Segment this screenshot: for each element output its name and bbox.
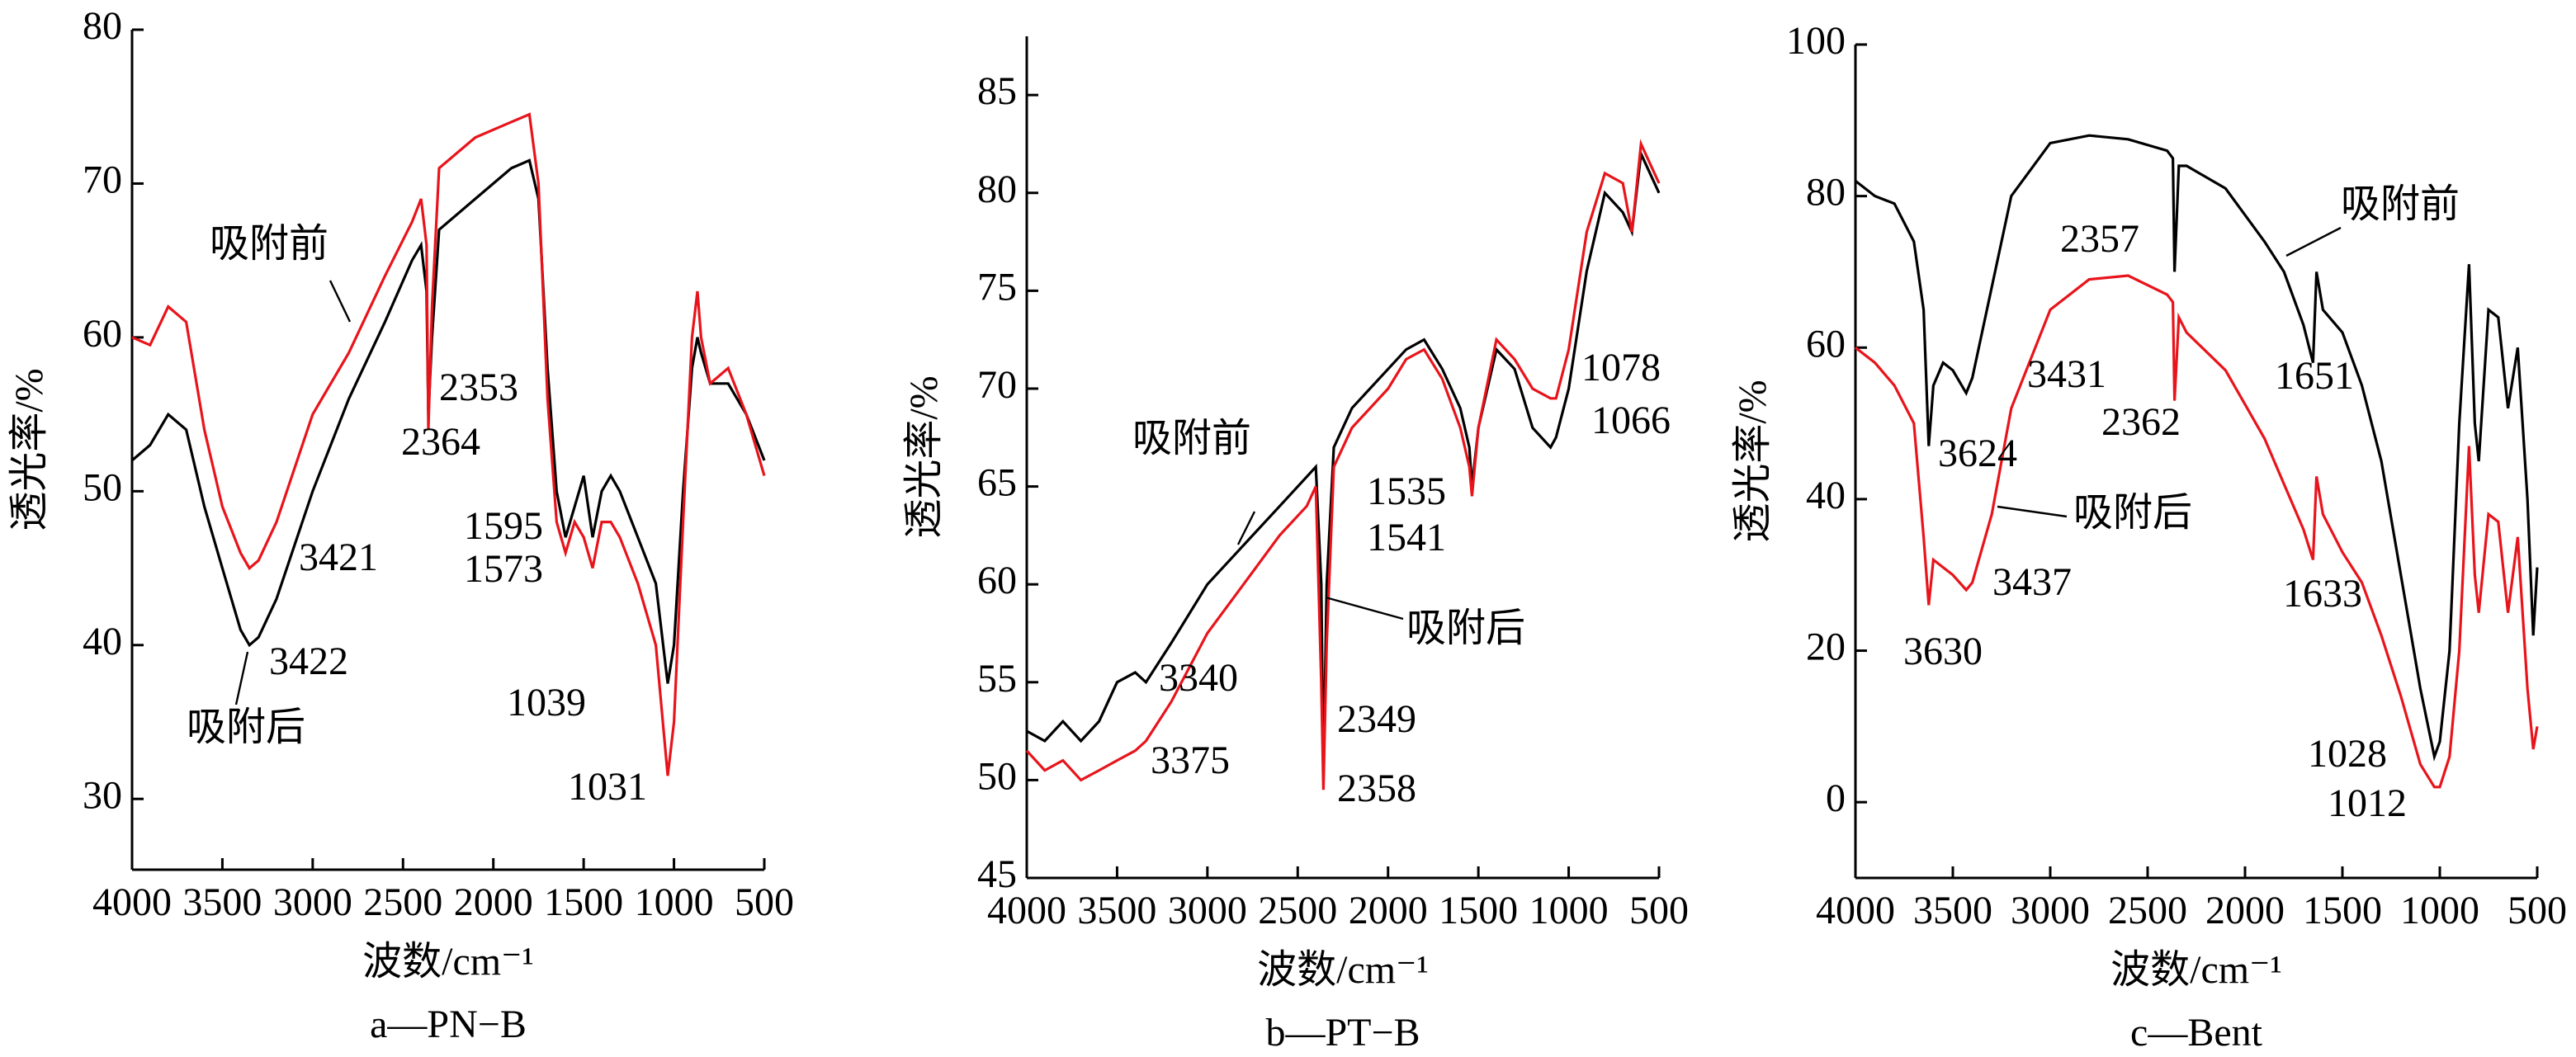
- peak-label: 3375: [1151, 738, 1230, 782]
- y-tick-label: 60: [1806, 322, 1846, 366]
- x-tick-label: 1500: [544, 880, 623, 924]
- x-tick-label: 1000: [1529, 889, 1609, 932]
- x-tick-label: 3500: [1077, 889, 1156, 932]
- series-label: 吸附后: [2073, 491, 2192, 535]
- x-tick-label: 3500: [1913, 889, 1992, 932]
- peak-label: 1573: [464, 547, 543, 591]
- series-label: 吸附后: [1406, 606, 1525, 650]
- peak-label: 2358: [1337, 767, 1416, 810]
- peak-label: 1066: [1591, 399, 1671, 442]
- series-label: 吸附前: [2341, 182, 2460, 226]
- x-tick-label: 2500: [363, 880, 442, 924]
- leader-line: [1997, 505, 2068, 518]
- peak-label: 3340: [1159, 656, 1238, 700]
- y-tick-label: 80: [977, 168, 1017, 211]
- x-tick-label: 4000: [1816, 889, 1895, 932]
- peak-label: 1535: [1367, 470, 1446, 513]
- peak-label: 3421: [299, 536, 378, 579]
- x-tick-label: 2000: [1349, 889, 1428, 932]
- x-tick-label: 3500: [182, 880, 262, 924]
- caption: c—Bent: [2130, 1011, 2263, 1055]
- peak-label: 3630: [1903, 630, 1983, 673]
- peak-label: 1595: [464, 504, 543, 548]
- x-tick-label: 3000: [273, 880, 352, 924]
- spectrum-line: [1855, 134, 2539, 762]
- spectrum-line: [1026, 149, 1661, 781]
- y-axis-title: 透光率/%: [7, 368, 51, 531]
- spectrum-line: [1855, 274, 2539, 789]
- spectrum-line: [1025, 139, 1661, 790]
- peak-label: 3431: [2027, 352, 2106, 396]
- series-label: 吸附前: [1132, 417, 1251, 460]
- leader-line: [328, 280, 352, 323]
- y-tick-label: 60: [83, 312, 122, 356]
- series-label: 吸附后: [187, 705, 305, 749]
- x-tick-label: 4000: [987, 889, 1066, 932]
- x-axis-title: 波数/cm⁻¹: [2110, 948, 2282, 992]
- x-tick-label: 1500: [2303, 889, 2382, 932]
- leader-line: [2285, 226, 2342, 257]
- x-tick-label: 1000: [2400, 889, 2479, 932]
- x-tick-label: 2500: [1258, 889, 1337, 932]
- peak-label: 1651: [2275, 354, 2354, 398]
- caption: b—PT−B: [1265, 1011, 1420, 1055]
- y-tick-label: 80: [83, 4, 122, 48]
- x-tick-label: 500: [735, 880, 794, 924]
- peak-label: 1039: [507, 681, 586, 724]
- y-axis-title: 透光率/%: [902, 375, 946, 538]
- peak-label: 2349: [1337, 697, 1416, 741]
- peak-label: 1028: [2308, 732, 2387, 776]
- peak-label: 3437: [1992, 560, 2072, 604]
- y-tick-label: 70: [83, 158, 122, 201]
- peak-label: 1541: [1367, 516, 1446, 559]
- peak-label: 1031: [568, 765, 647, 809]
- y-axis-title: 透光率/%: [1731, 380, 1775, 542]
- peak-label: 2362: [2101, 400, 2181, 444]
- peak-label: 3624: [1938, 432, 2017, 475]
- x-axis-title: 波数/cm⁻¹: [362, 940, 534, 984]
- peak-label: 3422: [269, 639, 348, 683]
- peak-label: 1633: [2283, 572, 2362, 616]
- x-tick-label: 1500: [1439, 889, 1518, 932]
- peak-label: 2364: [401, 420, 480, 464]
- y-tick-label: 65: [977, 461, 1017, 505]
- peak-label: 2353: [439, 366, 518, 409]
- y-tick-label: 55: [977, 657, 1017, 701]
- leader-line: [1236, 511, 1256, 545]
- y-tick-label: 80: [1806, 171, 1846, 215]
- y-tick-label: 50: [83, 465, 122, 509]
- peak-label: 2357: [2060, 217, 2139, 261]
- y-tick-label: 40: [1806, 474, 1846, 517]
- x-tick-label: 3000: [2011, 889, 2090, 932]
- y-tick-label: 100: [1786, 19, 1846, 63]
- x-tick-label: 2000: [2205, 889, 2285, 932]
- y-tick-label: 0: [1826, 776, 1846, 820]
- x-tick-label: 4000: [92, 880, 172, 924]
- y-tick-label: 40: [83, 620, 122, 663]
- y-tick-label: 30: [83, 773, 122, 817]
- x-tick-label: 1000: [635, 880, 714, 924]
- peak-label: 1078: [1581, 346, 1661, 389]
- y-tick-label: 60: [977, 559, 1017, 602]
- spectrum-line: [131, 112, 766, 776]
- x-tick-label: 2000: [454, 880, 533, 924]
- y-tick-label: 85: [977, 69, 1017, 113]
- x-tick-label: 500: [1629, 889, 1689, 932]
- y-tick-label: 45: [977, 852, 1017, 896]
- series-label: 吸附前: [210, 222, 328, 266]
- x-tick-label: 3000: [1168, 889, 1247, 932]
- y-tick-label: 75: [977, 265, 1017, 309]
- peak-label: 1012: [2328, 781, 2407, 825]
- x-axis-title: 波数/cm⁻¹: [1257, 948, 1429, 992]
- leader-line: [234, 651, 249, 705]
- spectrum-line: [130, 158, 766, 684]
- y-tick-label: 20: [1806, 625, 1846, 669]
- x-tick-label: 500: [2507, 889, 2567, 932]
- x-tick-label: 2500: [2108, 889, 2187, 932]
- leader-line: [1325, 596, 1404, 621]
- y-tick-label: 70: [977, 363, 1017, 407]
- caption: a—PN−B: [370, 1003, 527, 1046]
- y-tick-label: 50: [977, 754, 1017, 798]
